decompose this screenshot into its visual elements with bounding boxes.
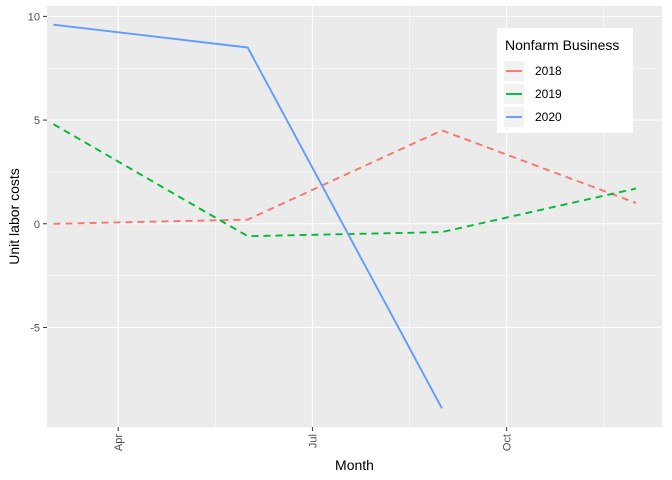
- series-line-2019: [53, 123, 637, 238]
- x-axis: Apr Jul Oct: [113, 427, 514, 451]
- minor-gridlines: [47, 6, 662, 427]
- x-tick-label: Apr: [113, 434, 125, 451]
- x-tick-label: Oct: [502, 434, 514, 451]
- series-layer: [53, 23, 637, 409]
- legend-label-2019: 2019: [535, 87, 562, 101]
- y-tick-label: 5: [34, 115, 40, 127]
- legend-label-2020: 2020: [535, 110, 562, 124]
- y-axis: -5 0 5 10: [28, 11, 47, 334]
- y-tick-label: 10: [28, 11, 40, 23]
- legend-items: 2018 2019 2020: [504, 61, 562, 127]
- y-tick-label: 0: [34, 219, 40, 231]
- y-tick-label: -5: [30, 322, 40, 334]
- x-tick-label: Jul: [307, 434, 319, 448]
- x-axis-title: Month: [335, 457, 374, 473]
- legend-label-2018: 2018: [535, 64, 562, 78]
- major-gridlines: [47, 6, 662, 427]
- series-line-2020: [53, 23, 443, 409]
- legend-title: Nonfarm Business: [505, 37, 619, 53]
- legend: Nonfarm Business 2018 2019 2020: [497, 28, 633, 133]
- series-line-2018: [53, 129, 637, 225]
- y-axis-title: Unit labor costs: [6, 168, 22, 264]
